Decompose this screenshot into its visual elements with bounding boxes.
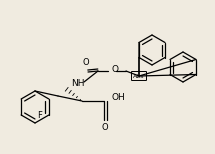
Text: F: F <box>37 111 42 120</box>
Text: NH: NH <box>71 79 85 87</box>
Text: O: O <box>102 123 108 132</box>
Text: O: O <box>112 65 119 73</box>
FancyBboxPatch shape <box>132 71 146 81</box>
Text: O: O <box>83 58 89 67</box>
Text: Abs: Abs <box>133 73 145 79</box>
Text: OH: OH <box>112 93 126 103</box>
